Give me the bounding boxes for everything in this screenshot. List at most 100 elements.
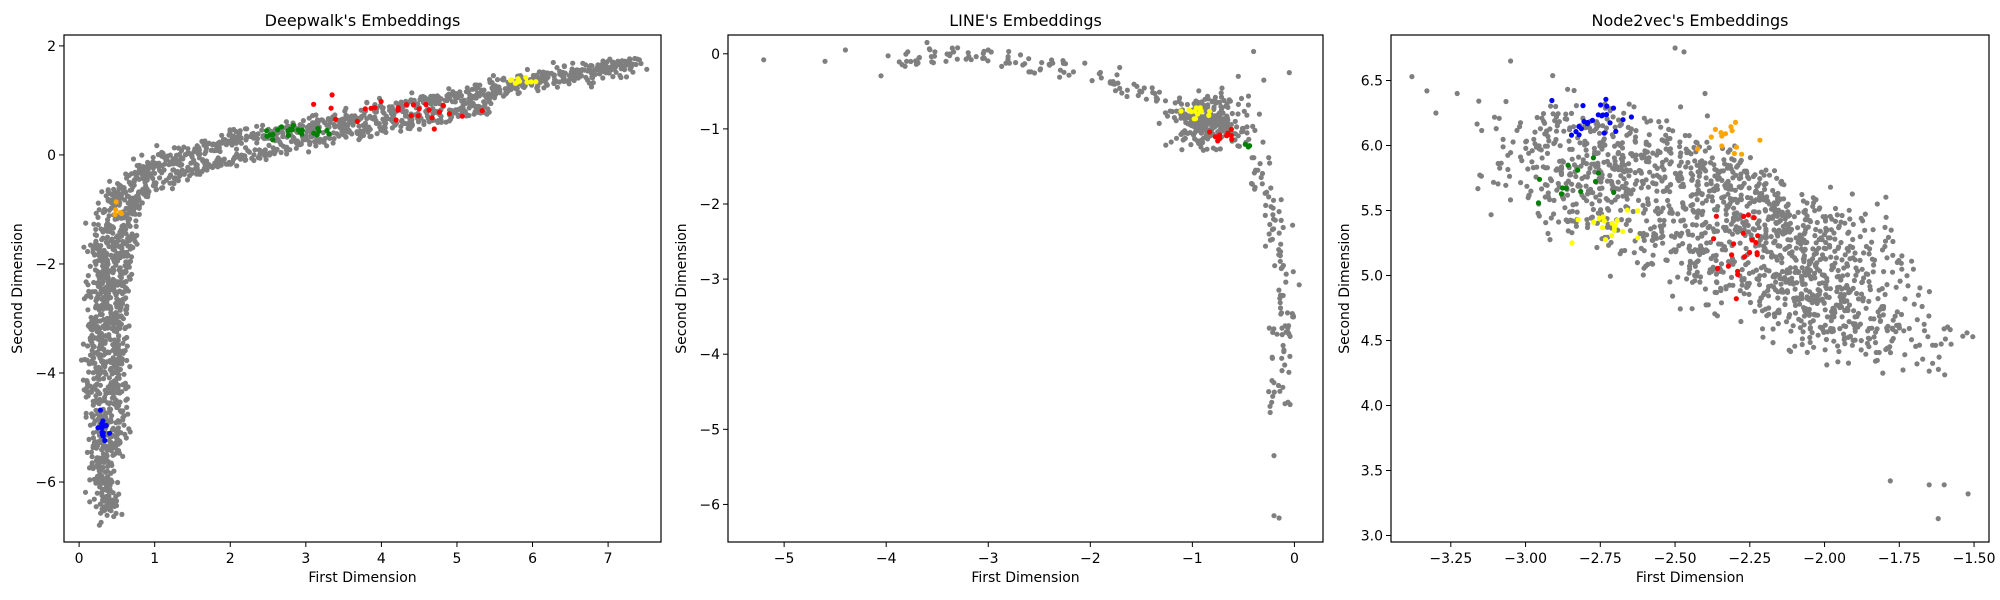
node2vec-point — [1909, 258, 1915, 264]
node2vec-title: Node2vec's Embeddings — [1592, 11, 1789, 30]
deepwalk-point — [523, 74, 529, 81]
node2vec-point — [1866, 251, 1872, 257]
node2vec-point — [1610, 184, 1616, 190]
line-point — [1211, 118, 1217, 124]
line-xtick-label: −1 — [1182, 551, 1203, 567]
node2vec-point — [1874, 357, 1880, 363]
line-point — [1266, 155, 1272, 161]
node2vec-point — [1697, 279, 1703, 285]
deepwalk-xtick-label: 0 — [75, 551, 84, 567]
deepwalk-point — [426, 107, 432, 113]
node2vec-point — [1702, 286, 1708, 292]
line-point — [1196, 88, 1202, 94]
node2vec-point — [1503, 182, 1509, 188]
node2vec-point — [1822, 307, 1828, 313]
deepwalk-point — [97, 465, 103, 471]
node2vec-point — [1757, 176, 1763, 182]
node2vec-point — [1605, 197, 1611, 203]
node2vec-point — [1728, 274, 1735, 280]
node2vec-point — [1875, 309, 1881, 315]
node2vec-point — [1837, 326, 1843, 332]
node2vec-point — [1632, 153, 1638, 159]
deepwalk-point — [113, 199, 119, 205]
node2vec-point — [1561, 128, 1567, 134]
node2vec-point — [1646, 132, 1652, 138]
node2vec-point — [1558, 171, 1565, 178]
node2vec-point — [1766, 311, 1772, 317]
node2vec-point — [1535, 200, 1542, 206]
node2vec-point — [1587, 186, 1594, 192]
deepwalk-point — [124, 193, 130, 199]
deepwalk-point — [92, 418, 98, 424]
line-point — [1270, 393, 1276, 399]
node2vec-point — [1771, 168, 1778, 174]
deepwalk-point — [124, 253, 130, 259]
node2vec-point — [1733, 144, 1740, 150]
node2vec-point — [1690, 207, 1696, 213]
node2vec-point — [1850, 236, 1856, 243]
node2vec-point — [1664, 140, 1670, 146]
deepwalk-point — [116, 491, 122, 497]
deepwalk-point — [330, 140, 336, 146]
line-point — [1266, 389, 1272, 395]
node2vec-point — [1640, 154, 1646, 160]
node2vec-point — [1547, 197, 1553, 203]
node2vec-point — [1836, 348, 1842, 355]
deepwalk-point — [270, 145, 276, 151]
node2vec-point — [1874, 326, 1880, 332]
line-point — [1060, 60, 1066, 66]
deepwalk-point — [86, 369, 92, 375]
line-point — [1274, 331, 1280, 337]
deepwalk-point — [123, 324, 129, 330]
deepwalk-point — [89, 327, 95, 333]
node2vec-point — [1828, 254, 1834, 260]
line-point — [1117, 85, 1123, 91]
node2vec-point — [1811, 311, 1817, 317]
node2vec-point — [1867, 336, 1873, 342]
line-point — [1235, 73, 1241, 79]
deepwalk-point — [90, 370, 96, 376]
deepwalk-point — [105, 290, 112, 296]
deepwalk-point — [129, 187, 135, 193]
deepwalk-point — [128, 254, 135, 260]
deepwalk-point — [98, 251, 104, 257]
node2vec-point — [1827, 235, 1833, 241]
node2vec-point — [1882, 291, 1888, 298]
deepwalk-point — [299, 131, 305, 137]
line-point — [1218, 94, 1225, 100]
node2vec-point — [1948, 341, 1954, 347]
node2vec-point — [1739, 282, 1745, 288]
node2vec-point — [1884, 282, 1890, 288]
node2vec-point — [1535, 210, 1541, 216]
node2vec-point — [1686, 133, 1692, 139]
node2vec-point — [1660, 240, 1666, 246]
line-point — [1089, 78, 1095, 84]
deepwalk-point — [285, 132, 292, 138]
node2vec-point — [1846, 290, 1852, 296]
deepwalk-point — [100, 324, 106, 330]
deepwalk-point — [311, 130, 317, 136]
line-point — [1131, 81, 1137, 87]
deepwalk-point — [617, 73, 623, 79]
deepwalk-point — [107, 337, 114, 343]
node2vec-point — [1539, 155, 1545, 161]
node2vec-xtick-label: −2.50 — [1654, 551, 1697, 567]
node2vec-point — [1707, 239, 1714, 245]
node2vec-point — [1870, 227, 1876, 233]
node2vec-point — [1941, 326, 1947, 332]
node2vec-point — [1506, 173, 1513, 179]
deepwalk-point — [364, 116, 370, 122]
deepwalk-point — [112, 342, 118, 348]
node2vec-point — [1858, 215, 1864, 221]
node2vec-xlabel: First Dimension — [1636, 570, 1744, 586]
node2vec-point — [1735, 216, 1741, 222]
node2vec-point — [1786, 243, 1792, 250]
deepwalk-point — [199, 138, 205, 144]
node2vec-point — [1761, 263, 1767, 269]
node2vec-point — [1890, 317, 1896, 323]
deepwalk-point — [199, 168, 205, 174]
deepwalk-point — [123, 278, 129, 285]
node2vec-point — [1664, 118, 1670, 124]
line-point — [1057, 74, 1063, 80]
